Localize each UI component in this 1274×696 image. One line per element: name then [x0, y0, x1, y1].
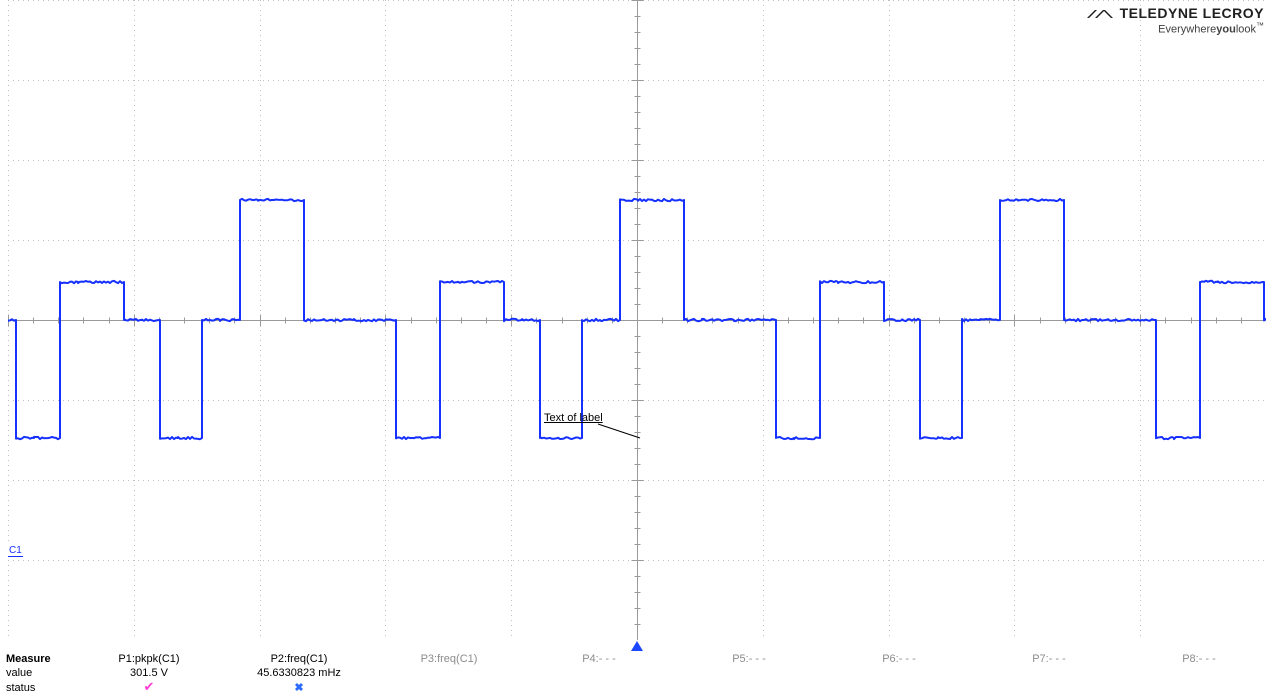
oscilloscope-screenshot: C1 Text of label TELEDYNE LECROY Everywh…	[0, 0, 1274, 696]
status-warn-icon: ✖	[294, 682, 303, 694]
brand-tagline-suffix: look	[1236, 24, 1256, 36]
measure-col-name[interactable]: P2:freq(C1)	[224, 652, 374, 666]
measure-col-name[interactable]: P5:- - -	[674, 652, 824, 666]
waveform-plot[interactable]: C1 Text of label	[8, 0, 1266, 640]
brand-name: TELEDYNE LECROY	[1120, 5, 1264, 21]
brand-tagline-prefix: Everywhere	[1158, 24, 1216, 36]
measure-header-label: Measure	[0, 652, 74, 666]
measure-col-status: ✔	[74, 680, 224, 695]
status-header-label: status	[0, 681, 74, 695]
brand-mark-icon	[1087, 7, 1115, 21]
status-ok-icon: ✔	[144, 679, 155, 694]
brand-tagline: Everywhereyoulook™	[1087, 22, 1264, 36]
measurement-bar: Measure P1:pkpk(C1)P2:freq(C1)P3:freq(C1…	[0, 652, 1274, 694]
measure-col-value	[674, 666, 824, 680]
measure-row-value: value 301.5 V45.6330823 mHz	[0, 666, 1274, 680]
measure-col-status: ✖	[224, 681, 374, 695]
measure-col-value: 45.6330823 mHz	[224, 666, 374, 680]
measure-col-value	[824, 666, 974, 680]
plot-svg	[8, 0, 1266, 640]
measure-col-name[interactable]: P7:- - -	[974, 652, 1124, 666]
brand-tagline-bold: you	[1216, 24, 1236, 36]
measure-row-status: status ✔ ✖	[0, 680, 1274, 694]
measure-col-name[interactable]: P6:- - -	[824, 652, 974, 666]
trigger-marker-icon	[631, 641, 643, 651]
measure-col-value	[1124, 666, 1274, 680]
measure-col-name[interactable]: P3:freq(C1)	[374, 652, 524, 666]
measure-col-name[interactable]: P1:pkpk(C1)	[74, 652, 224, 666]
value-header-label: value	[0, 666, 74, 680]
measure-col-value	[524, 666, 674, 680]
measure-col-value	[974, 666, 1124, 680]
measure-col-value: 301.5 V	[74, 666, 224, 680]
measure-col-name[interactable]: P4:- - -	[524, 652, 674, 666]
brand-logo: TELEDYNE LECROY Everywhereyoulook™	[1087, 6, 1264, 36]
measure-col-name[interactable]: P8:- - -	[1124, 652, 1274, 666]
measure-col-value	[374, 666, 524, 680]
channel-label-c1: C1	[8, 545, 23, 557]
waveform-annotation-label[interactable]: Text of label	[544, 412, 603, 424]
measure-row-header: Measure P1:pkpk(C1)P2:freq(C1)P3:freq(C1…	[0, 652, 1274, 666]
